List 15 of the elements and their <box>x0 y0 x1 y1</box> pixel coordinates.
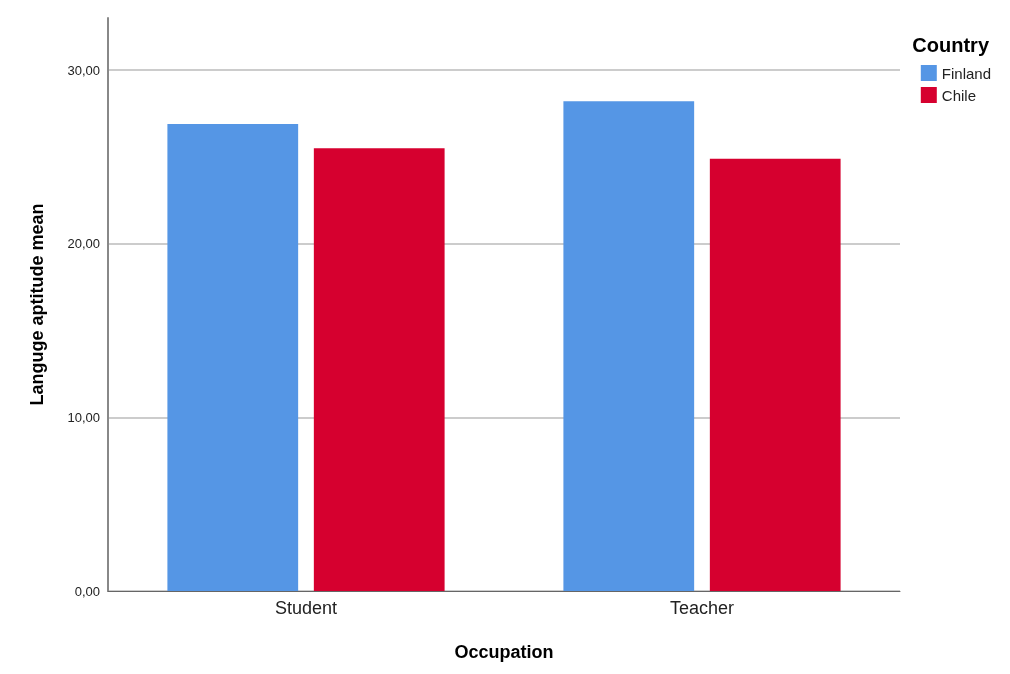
y-tick-label: 30,00 <box>67 62 100 78</box>
x-tick-label: Teacher <box>669 598 735 618</box>
legend-label: Finland <box>941 64 992 82</box>
bar <box>709 158 841 591</box>
bar <box>563 101 695 591</box>
y-tick-label: 10,00 <box>67 409 100 425</box>
y-axis-title: Languge aptitude mean <box>27 203 47 406</box>
y-tick-label: 0,00 <box>74 583 100 599</box>
bar <box>313 148 445 591</box>
legend-title: Country <box>912 34 990 56</box>
bar <box>167 123 299 591</box>
legend-label: Chile <box>941 86 976 104</box>
y-tick-label: 20,00 <box>67 236 100 252</box>
x-tick-label: Student <box>274 598 338 618</box>
x-axis-title: Occupation <box>454 642 554 662</box>
